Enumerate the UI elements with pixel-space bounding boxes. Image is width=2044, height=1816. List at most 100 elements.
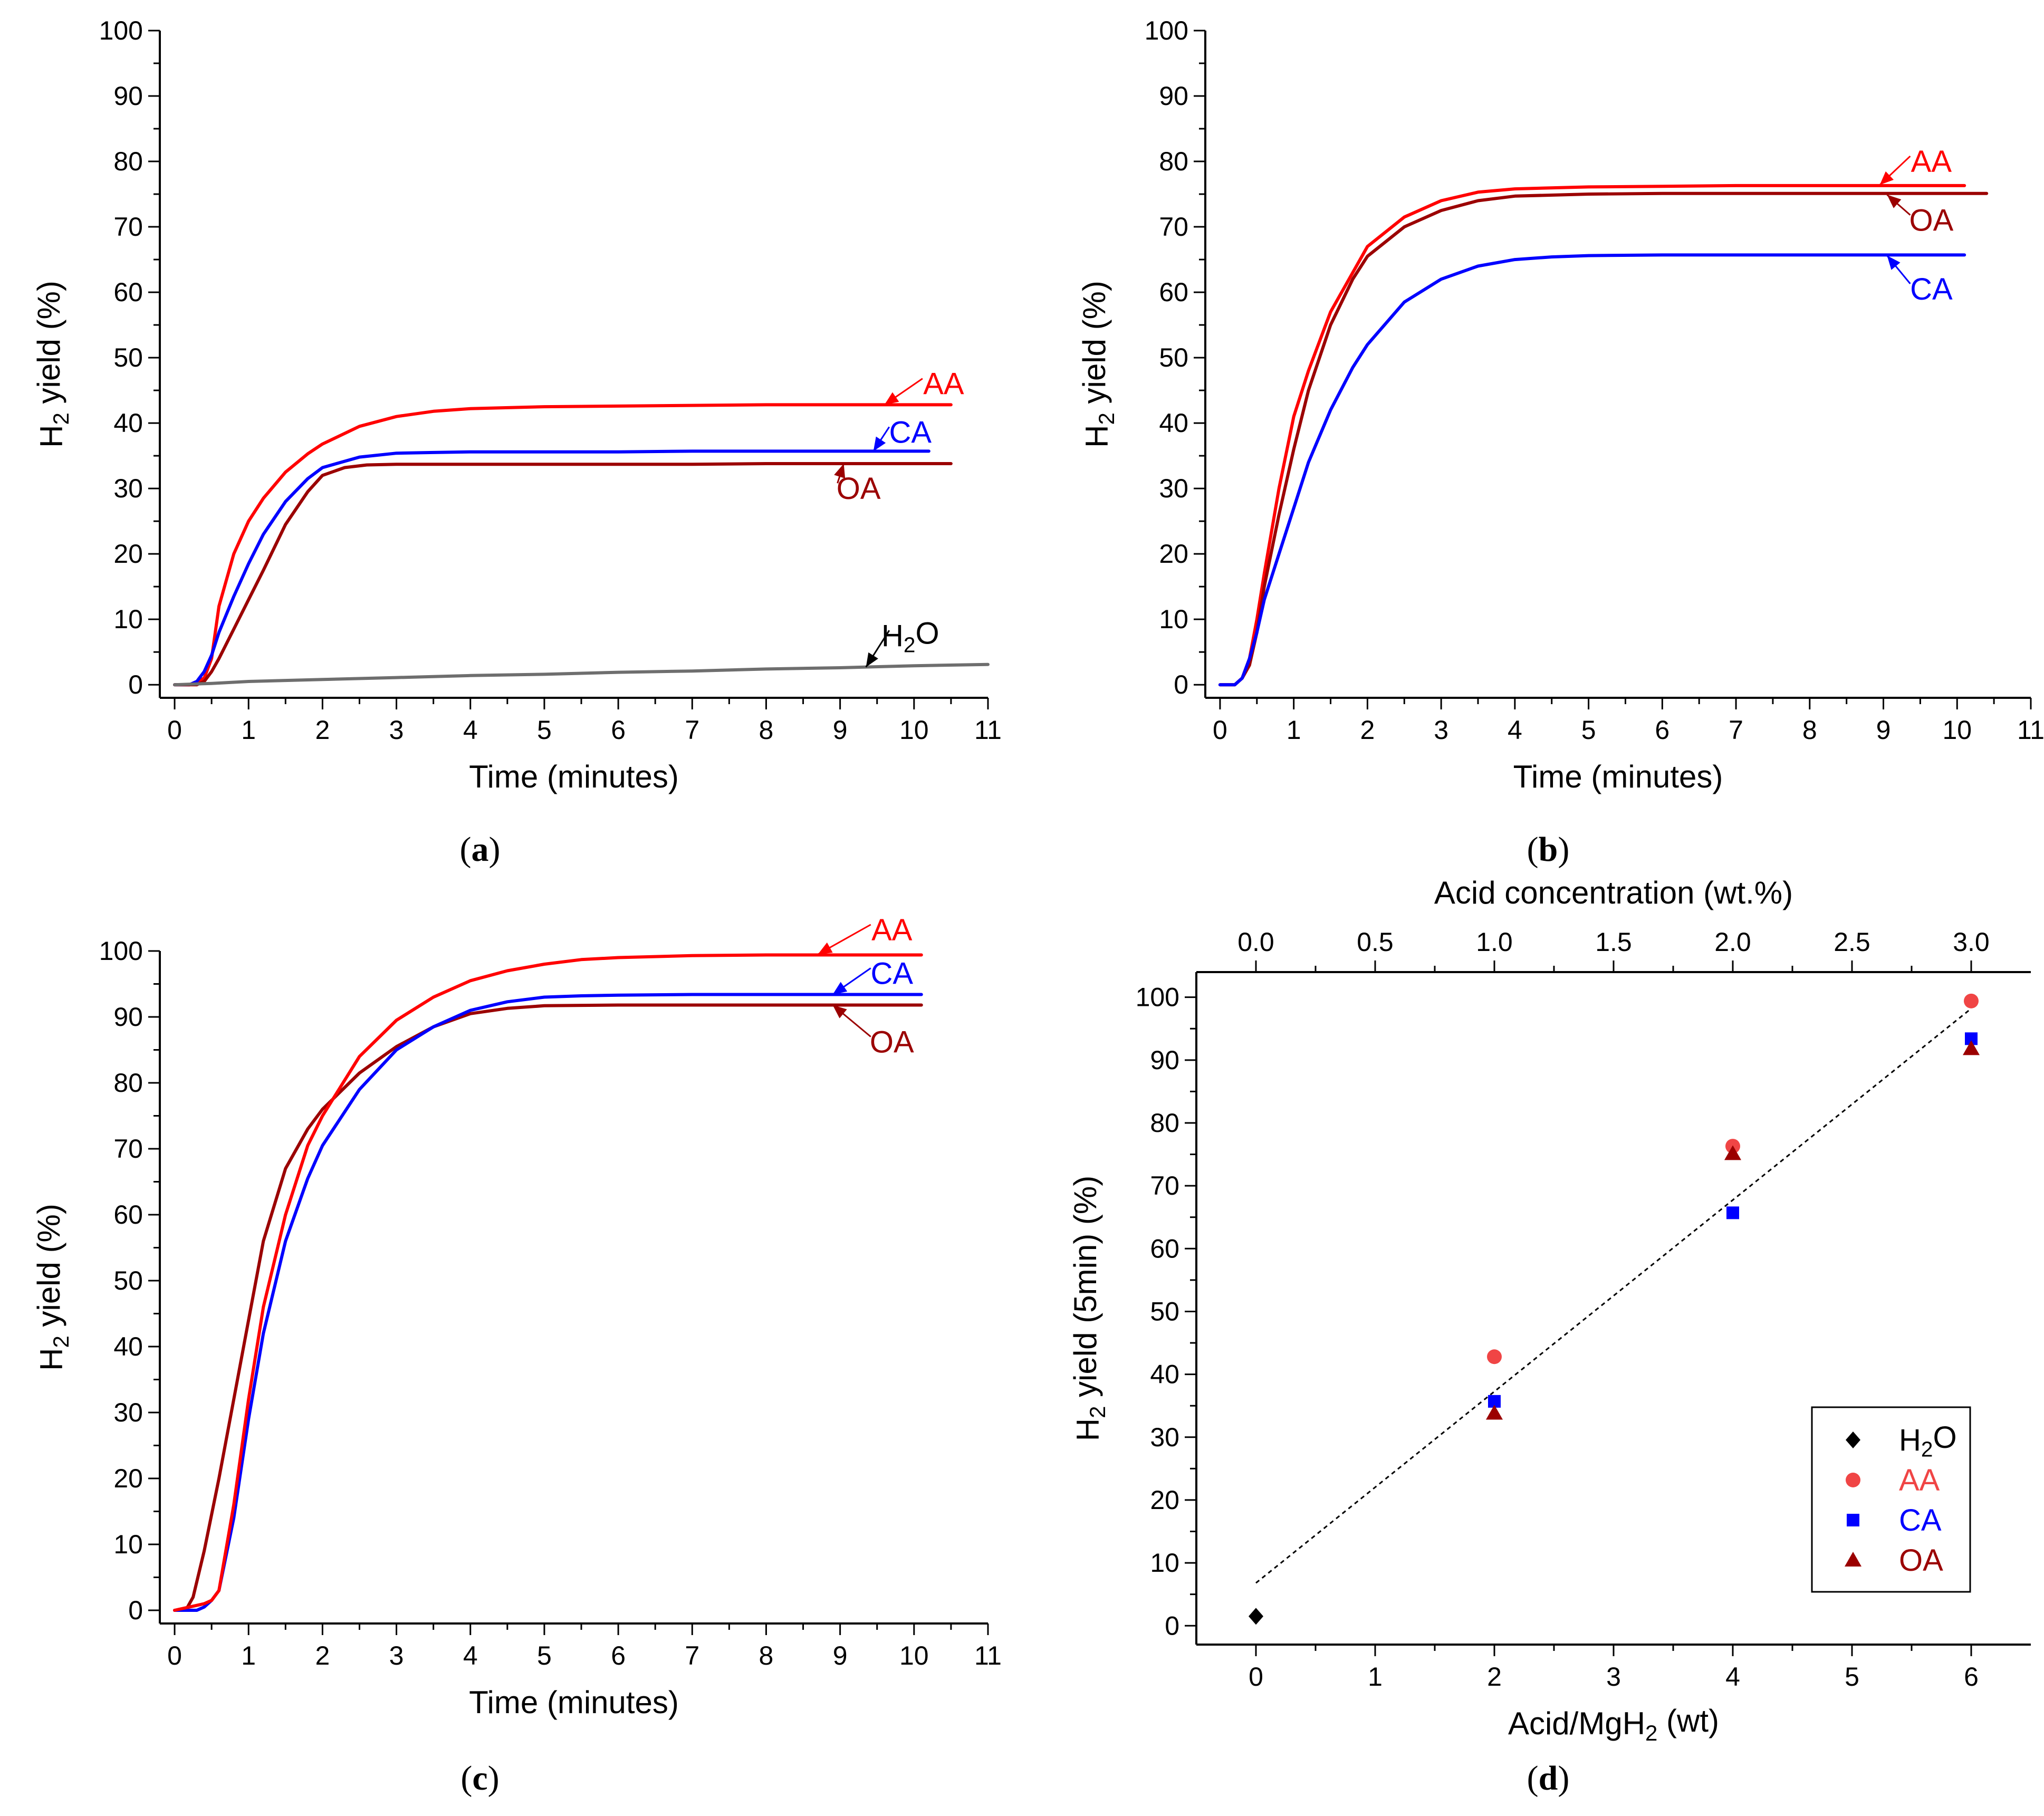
x-tick-label: 5 bbox=[537, 1641, 552, 1670]
y-tick-label: 60 bbox=[1159, 277, 1188, 307]
series-CA-line bbox=[173, 993, 923, 1612]
curve-label-OA: OA bbox=[837, 472, 881, 506]
annotation-arrowhead bbox=[818, 942, 833, 955]
x-tick-label: 10 bbox=[899, 1641, 929, 1670]
x-tick-label: 9 bbox=[1876, 715, 1891, 745]
legend-marker-CA bbox=[1847, 1514, 1859, 1526]
annotation-arrowhead bbox=[832, 982, 848, 995]
series-AA-line bbox=[173, 403, 953, 687]
y-tick-label: 90 bbox=[113, 81, 143, 111]
x-axis-label: Time (minutes) bbox=[469, 759, 679, 794]
x-tick-label: 10 bbox=[1942, 715, 1972, 745]
y-tick-label: 30 bbox=[113, 1398, 143, 1427]
y-tick-label: 50 bbox=[1150, 1296, 1179, 1326]
series-AA-line bbox=[173, 953, 923, 1612]
series-H2O-line bbox=[173, 662, 990, 687]
y-tick-label: 0 bbox=[1165, 1611, 1179, 1640]
legend-marker-AA bbox=[1846, 1473, 1860, 1487]
panel-a: 0 1 2 3 4 5 6 7 8 9 10 11 0 10 20 30 40 50 60 70 80 90 100 Time… bbox=[31, 16, 1002, 869]
point-OA bbox=[1486, 1405, 1503, 1420]
top-x-tick-label: 2.0 bbox=[1714, 927, 1751, 957]
y-tick-label: 70 bbox=[1150, 1171, 1179, 1200]
y-tick-label: 50 bbox=[113, 343, 143, 372]
y-tick-label: 70 bbox=[1159, 212, 1188, 242]
y-tick-label: 10 bbox=[113, 1530, 143, 1559]
x-tick-label: 3 bbox=[1606, 1662, 1621, 1692]
legend-marker-H2O bbox=[1846, 1431, 1860, 1448]
x-axis-label: Time (minutes) bbox=[469, 1685, 679, 1720]
x-tick-label: 1 bbox=[241, 1641, 256, 1670]
y-tick-label: 10 bbox=[1159, 604, 1188, 634]
point-AA bbox=[1964, 993, 1979, 1008]
legend-marker-OA bbox=[1845, 1552, 1861, 1567]
top-x-tick-label: 2.5 bbox=[1834, 927, 1870, 957]
x-tick-label: 6 bbox=[1655, 715, 1669, 745]
annotation-arrowhead bbox=[884, 392, 899, 405]
x-axis-label: Time (minutes) bbox=[1513, 759, 1723, 794]
x-tick-label: 8 bbox=[759, 715, 774, 745]
y-tick-label: 20 bbox=[1159, 539, 1188, 569]
panel-label-b: (b) bbox=[1527, 830, 1570, 869]
x-tick-label: 3 bbox=[389, 1641, 404, 1670]
y-tick-label: 20 bbox=[1150, 1485, 1179, 1515]
x-tick-label: 5 bbox=[1845, 1662, 1859, 1692]
curve-label-OA: OA bbox=[1909, 204, 1953, 238]
legend-label-H2O: H2​O bbox=[1899, 1420, 1957, 1461]
x-tick-label: 7 bbox=[685, 1641, 699, 1670]
point-OA bbox=[1724, 1145, 1741, 1160]
linear-fit-line bbox=[1255, 1007, 1972, 1584]
y-tick-label: 90 bbox=[113, 1002, 143, 1032]
x-tick-label: 0 bbox=[1213, 715, 1227, 745]
x-tick-label: 2 bbox=[315, 715, 330, 745]
x-tick-label: 5 bbox=[1581, 715, 1596, 745]
x-tick-label: 0 bbox=[1249, 1662, 1263, 1692]
y-tick-label: 30 bbox=[1159, 474, 1188, 503]
point-OA bbox=[1963, 1040, 1980, 1055]
y-tick-label: 100 bbox=[99, 936, 143, 966]
x-tick-label: 6 bbox=[1964, 1662, 1979, 1692]
panel-label-a: (a) bbox=[460, 830, 501, 869]
curve-label-CA: CA bbox=[889, 415, 932, 449]
x-tick-label: 0 bbox=[167, 1641, 182, 1670]
y-tick-label: 40 bbox=[1159, 408, 1188, 438]
x-tick-label: 3 bbox=[389, 715, 404, 745]
x-tick-label: 11 bbox=[974, 715, 1002, 745]
x-tick-label: 1 bbox=[1368, 1662, 1383, 1692]
legend-box bbox=[1811, 1406, 1971, 1593]
top-x-tick-label: 3.0 bbox=[1953, 927, 1990, 957]
x-tick-label: 6 bbox=[611, 715, 626, 745]
y-axis-label: H2​ yield (%) bbox=[31, 281, 73, 448]
curve-label-H2O: H2​O bbox=[881, 616, 939, 657]
y-tick-label: 100 bbox=[99, 16, 143, 45]
top-x-tick-label: 1.5 bbox=[1595, 927, 1632, 957]
y-tick-label: 10 bbox=[1150, 1548, 1179, 1578]
y-tick-label: 100 bbox=[1145, 16, 1188, 45]
legend-label-AA: AA bbox=[1899, 1463, 1940, 1497]
legend-label-CA: CA bbox=[1899, 1503, 1942, 1538]
x-tick-label: 11 bbox=[974, 1641, 1002, 1670]
y-tick-label: 0 bbox=[128, 1596, 143, 1625]
panel-label-d: (d) bbox=[1527, 1759, 1570, 1798]
top-x-tick-label: 0.0 bbox=[1237, 927, 1274, 957]
x-tick-label: 7 bbox=[1729, 715, 1743, 745]
panel-d: 01234560102030405060708090100Acid/MgH2​ … bbox=[1068, 875, 2031, 1798]
curve-label-CA: CA bbox=[870, 957, 913, 991]
series-OA-line bbox=[173, 462, 953, 687]
y-tick-label: 50 bbox=[113, 1266, 143, 1295]
series-CA-line bbox=[173, 449, 930, 687]
y-tick-label: 100 bbox=[1136, 983, 1179, 1012]
curve-label-AA: AA bbox=[923, 367, 964, 401]
x-tick-label: 11 bbox=[2017, 715, 2044, 745]
x-tick-label: 2 bbox=[1487, 1662, 1502, 1692]
top-x-tick-label: 0.5 bbox=[1357, 927, 1394, 957]
y-tick-label: 70 bbox=[113, 1134, 143, 1164]
point-AA bbox=[1487, 1349, 1502, 1365]
panel-c: 0 1 2 3 4 5 6 7 8 9 10 11 0 10 20 30 40 50 60 70 80 90 100 Time… bbox=[31, 913, 1002, 1798]
annotation-arrowhead bbox=[832, 1005, 847, 1019]
annotation-arrowhead bbox=[866, 652, 878, 667]
y-tick-label: 40 bbox=[113, 408, 143, 438]
y-tick-label: 70 bbox=[113, 212, 143, 242]
x-tick-label: 8 bbox=[1802, 715, 1817, 745]
curve-label-OA: OA bbox=[870, 1025, 914, 1060]
y-tick-label: 20 bbox=[113, 539, 143, 569]
